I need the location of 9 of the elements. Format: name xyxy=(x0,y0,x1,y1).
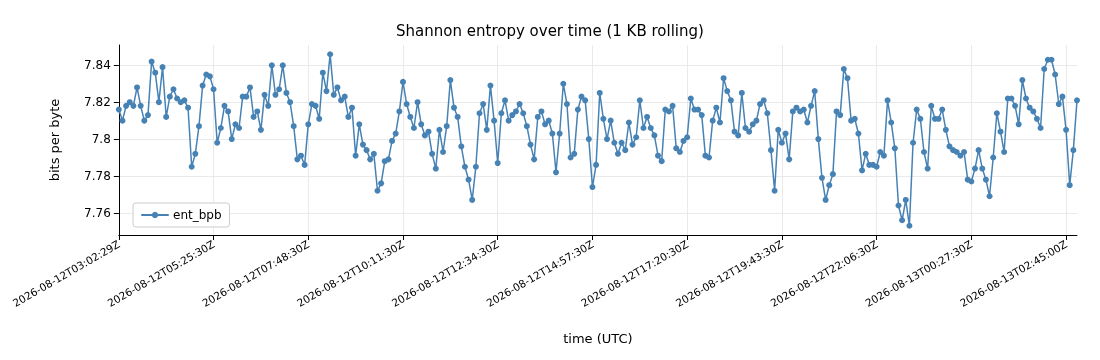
y-tick-label: 7.76 xyxy=(84,205,111,220)
x-axis-title: time (UTC) xyxy=(563,331,633,346)
y-tick-label: 7.84 xyxy=(84,58,111,73)
y-tick-label: 7.8 xyxy=(91,132,111,147)
y-axis-title: bits per byte xyxy=(46,98,62,182)
y-tick-label: 7.78 xyxy=(84,168,111,183)
y-tick-label: 7.82 xyxy=(84,95,111,110)
chart-title: Shannon entropy over time (1 KB rolling) xyxy=(396,21,704,40)
legend-label: ent_bpb xyxy=(173,208,222,222)
